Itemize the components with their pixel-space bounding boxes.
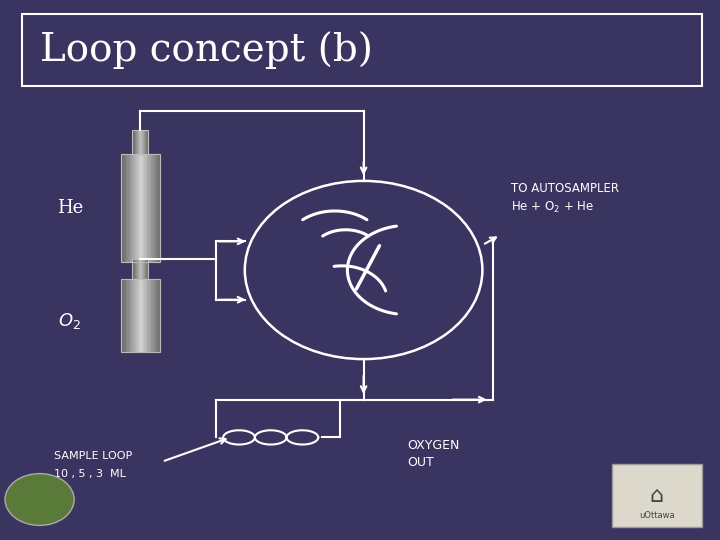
Bar — [150, 280, 151, 353]
Text: OUT: OUT — [407, 456, 433, 469]
Bar — [142, 154, 143, 262]
Bar — [156, 280, 158, 353]
Text: SAMPLE LOOP: SAMPLE LOOP — [54, 451, 132, 461]
Bar — [132, 259, 148, 280]
Bar — [127, 154, 129, 262]
Bar — [139, 154, 140, 262]
Bar — [126, 280, 127, 353]
Bar — [147, 154, 148, 262]
Bar — [135, 280, 137, 353]
Bar — [158, 154, 159, 262]
Bar — [151, 280, 153, 353]
Bar — [145, 154, 147, 262]
Bar — [129, 280, 130, 353]
Bar — [155, 280, 156, 353]
Bar — [125, 280, 126, 353]
Bar — [130, 280, 131, 353]
Bar — [159, 280, 160, 353]
Bar — [148, 154, 150, 262]
Bar — [137, 280, 138, 353]
Bar — [143, 154, 145, 262]
Bar — [138, 154, 139, 262]
Bar — [126, 154, 127, 262]
Bar — [153, 154, 155, 262]
Bar — [123, 280, 125, 353]
Bar — [122, 154, 123, 262]
Text: He: He — [57, 199, 83, 217]
Bar — [153, 280, 155, 353]
Bar — [121, 280, 122, 353]
Circle shape — [5, 474, 74, 525]
Bar — [132, 130, 148, 154]
Bar — [125, 154, 126, 262]
Text: uOttawa: uOttawa — [639, 511, 675, 520]
Bar — [140, 280, 142, 353]
Bar — [131, 280, 132, 353]
Bar — [137, 154, 138, 262]
Text: TO AUTOSAMPLER: TO AUTOSAMPLER — [511, 183, 619, 195]
Bar — [138, 280, 139, 353]
Bar — [123, 154, 125, 262]
Bar — [155, 154, 156, 262]
Bar — [147, 280, 148, 353]
Bar — [122, 280, 123, 353]
Bar — [130, 154, 131, 262]
Bar — [132, 280, 134, 353]
Bar — [121, 154, 122, 262]
Bar — [158, 280, 159, 353]
Bar — [145, 280, 147, 353]
Bar — [134, 154, 135, 262]
Bar — [132, 154, 134, 262]
Bar — [140, 154, 142, 262]
Text: Loop concept (b): Loop concept (b) — [40, 31, 373, 69]
Bar — [121, 280, 160, 353]
Text: He + O$_2$ + He: He + O$_2$ + He — [511, 200, 594, 215]
Bar — [159, 154, 160, 262]
Bar — [148, 280, 150, 353]
Bar — [134, 280, 135, 353]
Text: $O_2$: $O_2$ — [58, 311, 81, 332]
Bar — [142, 280, 143, 353]
Bar — [151, 154, 153, 262]
Bar — [135, 154, 137, 262]
Bar — [143, 280, 145, 353]
Bar — [121, 154, 160, 262]
Text: OXYGEN: OXYGEN — [407, 439, 459, 452]
Bar — [150, 154, 151, 262]
Bar — [139, 280, 140, 353]
Text: 10 , 5 , 3  ML: 10 , 5 , 3 ML — [54, 469, 126, 478]
Bar — [129, 154, 130, 262]
Bar — [127, 280, 129, 353]
FancyBboxPatch shape — [612, 464, 702, 526]
Bar — [131, 154, 132, 262]
Bar — [156, 154, 158, 262]
Text: ⌂: ⌂ — [649, 485, 664, 506]
